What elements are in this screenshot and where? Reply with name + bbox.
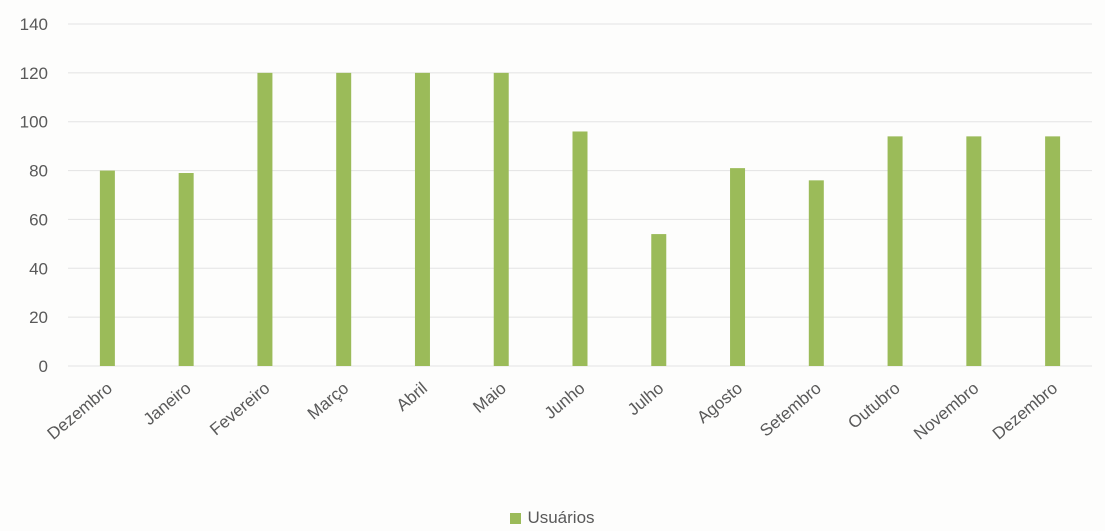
bar <box>730 168 746 366</box>
x-tick-label: Maio <box>469 379 509 417</box>
bar <box>178 173 194 366</box>
y-tick-label: 80 <box>29 162 48 181</box>
x-tick-label: Março <box>304 379 352 424</box>
legend-swatch <box>510 512 522 524</box>
y-tick-label: 60 <box>29 210 48 229</box>
x-tick-label: Dezembro <box>44 379 116 444</box>
bar <box>493 72 509 366</box>
y-tick-label: 100 <box>20 113 48 132</box>
x-tick-label: Abril <box>393 379 431 415</box>
x-tick-label: Novembro <box>910 379 982 444</box>
y-tick-label: 120 <box>20 64 48 83</box>
x-tick-label: Janeiro <box>140 379 195 429</box>
x-tick-label: Fevereiro <box>206 379 273 440</box>
x-tick-label: Agosto <box>693 379 746 428</box>
x-tick-label: Outubro <box>844 379 903 433</box>
y-tick-label: 140 <box>20 15 48 34</box>
bar <box>572 131 588 366</box>
chart-canvas: 0 20 40 60 80 100 120 140 Dezembro Janeiro Feverei… <box>20 15 1092 444</box>
y-tick-label: 0 <box>39 357 48 376</box>
y-tick-label: 20 <box>29 308 48 327</box>
x-tick-label: Junho <box>541 379 589 423</box>
bar <box>887 136 903 366</box>
bar <box>966 136 982 366</box>
bar <box>1045 136 1061 366</box>
bar <box>414 72 430 366</box>
x-tick-label: Dezembro <box>989 379 1061 444</box>
legend: Usuários <box>0 507 1105 529</box>
y-tick-label: 40 <box>29 259 48 278</box>
legend-label: Usuários <box>527 508 595 527</box>
bar <box>651 234 667 366</box>
bar <box>257 72 273 366</box>
x-tick-label: Setembro <box>756 379 825 441</box>
bar <box>336 72 352 366</box>
bar <box>99 170 115 366</box>
x-tick-label: Julho <box>624 379 667 420</box>
bar <box>808 180 824 366</box>
